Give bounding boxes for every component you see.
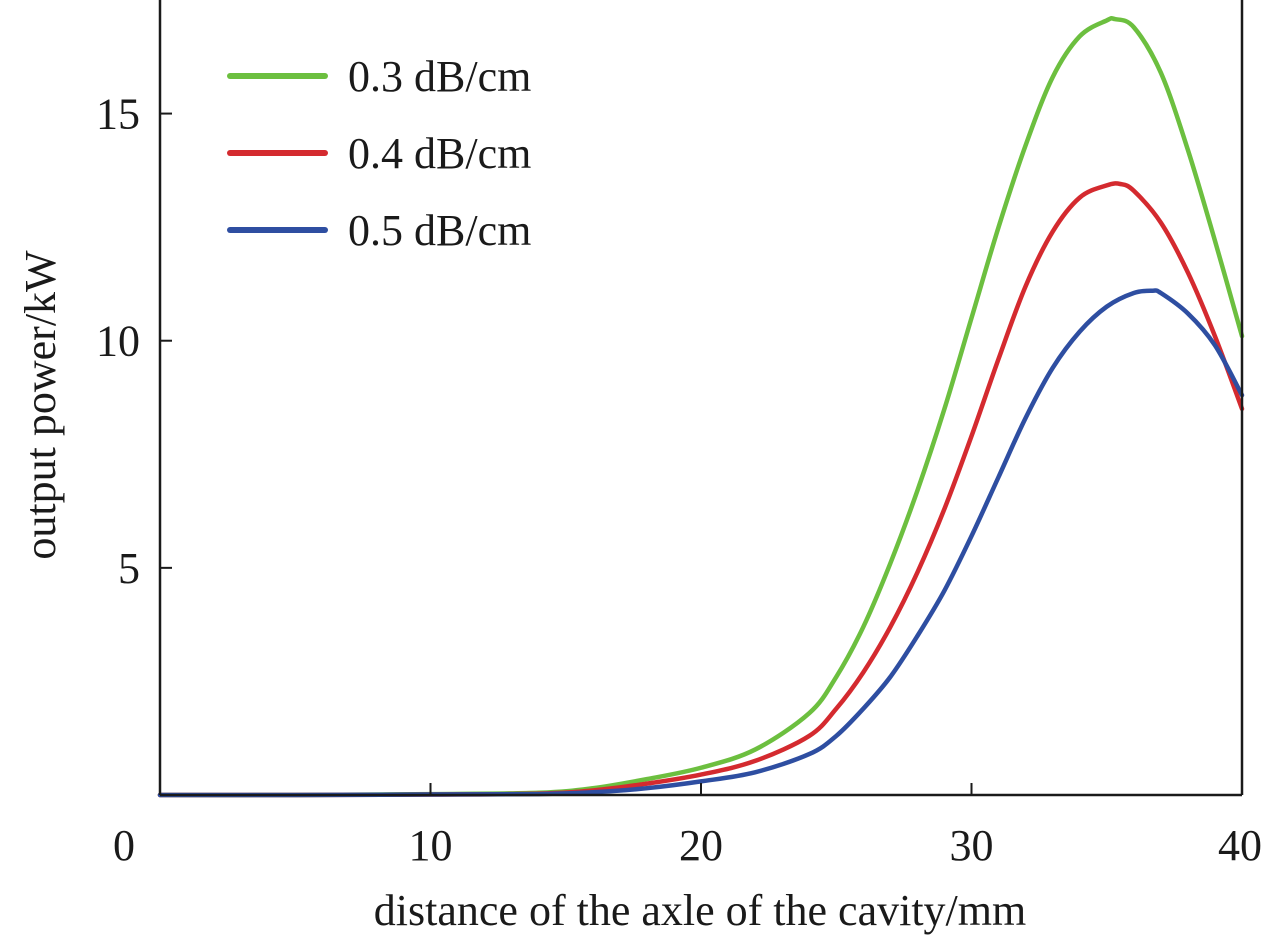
x-tick-label: 40 [1218, 821, 1262, 870]
x-tick-label: 10 [409, 821, 453, 870]
legend: 0.3 dB/cm 0.4 dB/cm 0.5 dB/cm [227, 52, 531, 255]
series-line-2 [157, 181, 1245, 798]
y-tick-label: 5 [118, 544, 140, 593]
y-tick-label: 15 [96, 90, 140, 139]
y-tick-label: 10 [96, 317, 140, 366]
y-axis-title: output power/kW [16, 250, 65, 560]
plot-area [157, 16, 1245, 798]
series-line-3 [157, 288, 1245, 798]
legend-label-1: 0.3 dB/cm [348, 52, 531, 101]
legend-label-3: 0.5 dB/cm [348, 206, 531, 255]
series-line-1 [157, 16, 1245, 798]
axes: 0 10 20 30 40 5 10 15 [96, 0, 1262, 870]
x-tick-label: 20 [679, 821, 723, 870]
legend-label-2: 0.4 dB/cm [348, 129, 531, 178]
x-tick-label: 0 [113, 821, 135, 870]
x-axis-title: distance of the axle of the cavity/mm [374, 886, 1026, 935]
x-tick-label: 30 [950, 821, 994, 870]
